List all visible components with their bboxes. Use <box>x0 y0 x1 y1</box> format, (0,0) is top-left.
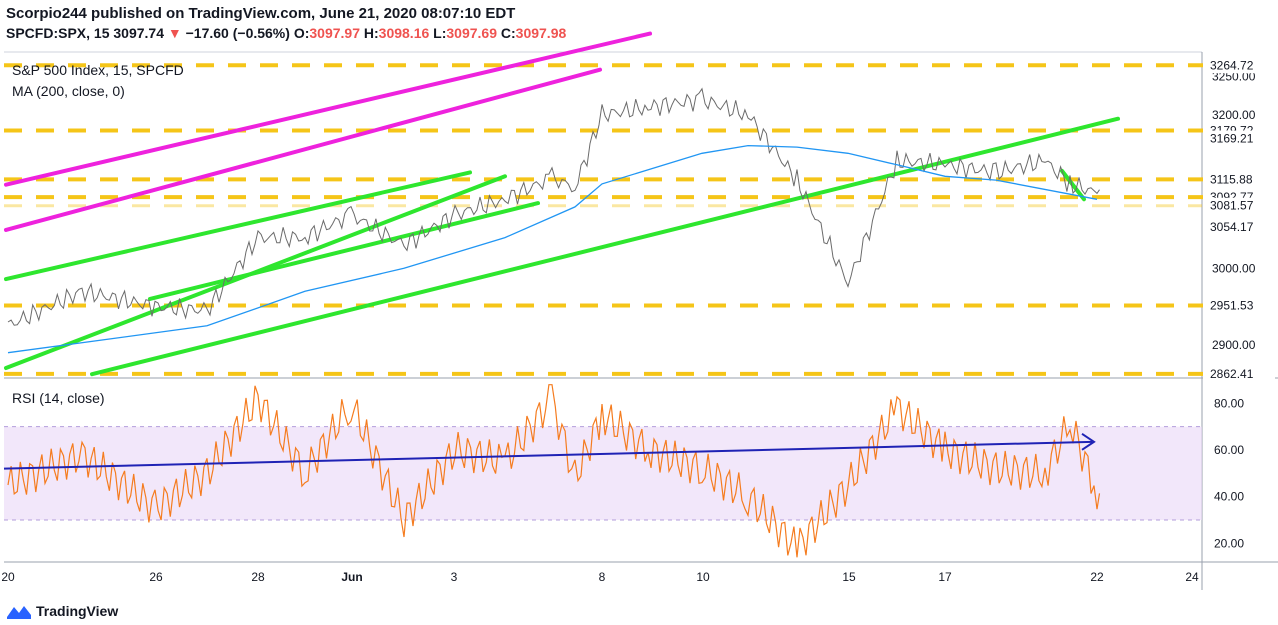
low-label: L: <box>433 25 447 41</box>
time-axis-tick: 3 <box>451 570 458 584</box>
price-level-label: 3264.72 <box>1210 58 1254 72</box>
price-level-tag: 3081.57 <box>1203 197 1275 214</box>
symbol-label: SPCFD:SPX, 15 <box>6 25 110 41</box>
price-axis-tick: 3200.00 <box>1212 108 1256 122</box>
time-axis-tick: 15 <box>842 570 856 584</box>
open-label: O: <box>293 25 310 41</box>
time-axis-tick: 28 <box>251 570 265 584</box>
price-level-label: 2862.41 <box>1210 367 1254 381</box>
rsi-series-line <box>7 384 1101 558</box>
symbol-quote-line: SPCFD:SPX, 15 3097.74 ▼ −17.60 (−0.56%) … <box>6 25 566 41</box>
price-level-tag: 3115.88 <box>1203 171 1275 188</box>
high-value: 3098.16 <box>378 25 430 41</box>
brand-name: TradingView <box>36 603 119 619</box>
rsi-trend-arrowhead-icon <box>1081 433 1096 451</box>
rsi-pane[interactable]: 80.00 60.00 40.00 20.00 <box>3 384 1278 563</box>
price-change: −17.60 (−0.56%) <box>185 25 290 41</box>
rsi-axis-tick: 40.00 <box>1214 490 1244 504</box>
time-axis-tick: 24 <box>1185 570 1199 584</box>
price-level-tag: 3264.72 <box>1203 57 1275 74</box>
last-price: 3097.74 <box>113 25 164 41</box>
main-pane-title: S&P 500 Index, 15, SPCFD <box>12 62 184 78</box>
time-axis-tick: Jun <box>341 570 362 584</box>
price-axis-tick: 3000.00 <box>1212 261 1256 275</box>
rsi-trend-line <box>3 440 1093 470</box>
high-label: H: <box>363 25 379 41</box>
publisher-text: Scorpio244 published on TradingView.com,… <box>6 5 516 22</box>
trend-line-green <box>90 116 1120 377</box>
price-level-label: 3169.21 <box>1210 132 1254 146</box>
price-level-label: 3115.88 <box>1210 172 1253 186</box>
rsi-axis-tick: 60.00 <box>1214 443 1244 457</box>
time-axis-tick: 22 <box>1090 570 1104 584</box>
price-level-tag: 2862.41 <box>1203 365 1275 382</box>
price-level-label: 3054.17 <box>1210 220 1254 234</box>
low-value: 3097.69 <box>446 25 497 41</box>
ma-legend: MA (200, close, 0) <box>12 83 125 99</box>
publisher-line: Scorpio244 published on TradingView.com,… <box>6 5 515 22</box>
footer-brand[interactable]: TradingView <box>6 603 118 619</box>
price-level-tag: 3054.17 <box>1203 218 1275 235</box>
trend-line-green <box>4 170 472 282</box>
trend-line-magenta <box>4 31 652 187</box>
time-axis-tick: 17 <box>938 570 952 584</box>
time-axis-tick: 10 <box>696 570 710 584</box>
main-price-pane[interactable]: 3250.003200.003000.002900.003264.723179.… <box>4 31 1278 562</box>
time-axis-tick: 8 <box>599 570 606 584</box>
close-label: C: <box>500 25 516 41</box>
time-axis-tick: 20 <box>1 570 15 584</box>
down-arrow-icon: ▼ <box>167 25 182 41</box>
tradingview-logo-icon <box>7 606 31 619</box>
price-axis-tick: 2900.00 <box>1212 338 1256 352</box>
close-value: 3097.98 <box>515 25 567 41</box>
open-value: 3097.97 <box>309 25 360 41</box>
price-series-line <box>7 87 1100 326</box>
trend-line-magenta <box>4 67 602 232</box>
price-level-label: 2951.53 <box>1210 298 1254 312</box>
price-level-tag: 2951.53 <box>1203 297 1275 314</box>
price-level-label: 3081.57 <box>1210 199 1254 213</box>
trend-line-green <box>1060 168 1086 202</box>
rsi-axis-tick: 20.00 <box>1214 536 1244 550</box>
rsi-axis-tick: 80.00 <box>1214 396 1244 410</box>
ma-line <box>7 144 1098 354</box>
trend-line-green <box>148 201 540 301</box>
time-axis[interactable]: 20 26 28 Jun 3 8 10 15 17 22 24 <box>1 562 1203 590</box>
rsi-pane-title: RSI (14, close) <box>12 390 105 406</box>
time-axis-tick: 26 <box>149 570 163 584</box>
price-level-tag: 3169.21 <box>1203 130 1275 147</box>
